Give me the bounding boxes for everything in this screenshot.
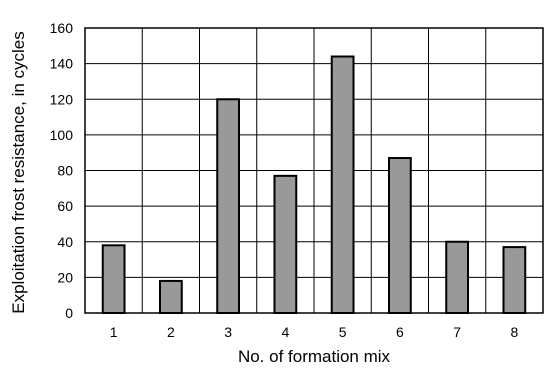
y-tick-label: 0 xyxy=(65,305,73,321)
x-tick-label: 7 xyxy=(453,324,461,340)
x-tick-label: 2 xyxy=(167,324,175,340)
x-axis-title: No. of formation mix xyxy=(238,347,391,366)
y-tick-label: 80 xyxy=(57,163,73,179)
bar-3 xyxy=(216,98,241,314)
x-tick-label: 8 xyxy=(510,324,518,340)
y-tick-label: 160 xyxy=(50,20,74,36)
x-tick-label: 3 xyxy=(224,324,232,340)
bar-6 xyxy=(387,157,412,314)
y-tick-label: 60 xyxy=(57,198,73,214)
x-tick-label: 6 xyxy=(396,324,404,340)
y-tick-label: 40 xyxy=(57,234,73,250)
x-tick-labels: 1 2 3 4 5 6 7 8 xyxy=(110,324,519,340)
bar-7 xyxy=(445,240,470,314)
y-tick-label: 100 xyxy=(50,127,74,143)
y-tick-label: 140 xyxy=(50,56,74,72)
bar-1 xyxy=(101,244,126,314)
y-tick-label: 20 xyxy=(57,269,73,285)
y-tick-labels: 0 20 40 60 80 100 120 140 160 xyxy=(50,20,74,321)
bar-2 xyxy=(158,279,183,314)
bar-4 xyxy=(273,174,298,314)
x-tick-label: 5 xyxy=(339,324,347,340)
y-tick-label: 120 xyxy=(50,91,74,107)
bar-8 xyxy=(502,246,527,314)
bars xyxy=(101,55,527,314)
bar-5 xyxy=(330,55,355,314)
x-tick-label: 4 xyxy=(281,324,289,340)
grid-lines xyxy=(85,27,543,314)
y-axis-title: Exploitation frost resistance, in cycles xyxy=(9,31,28,314)
x-tick-label: 1 xyxy=(110,324,118,340)
plot-frame xyxy=(84,27,544,314)
